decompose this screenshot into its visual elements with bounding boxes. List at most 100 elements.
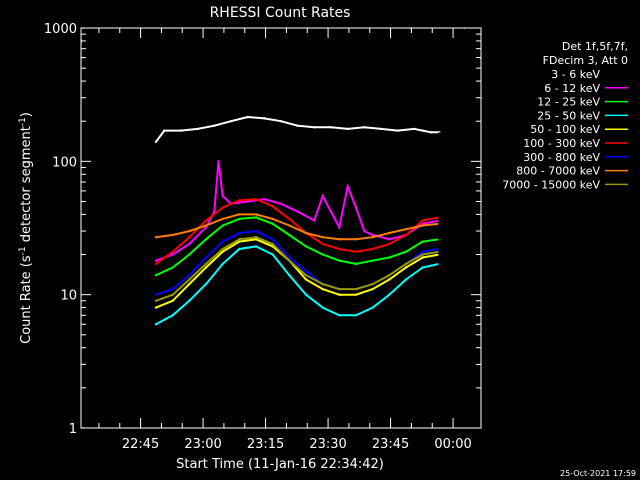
y-axis-label: Count Rate (s-1 detector segment-1) bbox=[18, 112, 34, 344]
series-point-5 bbox=[321, 242, 324, 246]
series-point-7 bbox=[204, 224, 208, 227]
series-point-4 bbox=[338, 293, 341, 296]
series-point-3 bbox=[154, 323, 158, 326]
series-point-6 bbox=[221, 240, 224, 243]
series-point-1 bbox=[421, 222, 424, 226]
series-point-4 bbox=[354, 293, 358, 296]
y-tick-label: 1000 bbox=[44, 22, 77, 37]
axes-layer: 1 10 100 1000 22:45 23:00 23:15 23:30 23:45 00:00 bbox=[44, 22, 481, 452]
series-point-4 bbox=[304, 278, 308, 281]
legend-label: 12 - 25 keV bbox=[537, 96, 600, 109]
series-point-4 bbox=[371, 287, 374, 291]
series-point-8 bbox=[371, 282, 374, 286]
series-point-0 bbox=[421, 129, 424, 132]
series-point-4 bbox=[171, 299, 174, 302]
series-point-0 bbox=[246, 115, 249, 119]
series-point-5 bbox=[204, 219, 208, 222]
series-point-0 bbox=[296, 124, 299, 127]
series-point-4 bbox=[188, 282, 191, 286]
series-point-5 bbox=[421, 219, 424, 222]
series-point-7 bbox=[221, 217, 224, 221]
series-point-7 bbox=[254, 213, 258, 216]
legend-header-line-2: FDecim 3, Att 0 bbox=[543, 54, 628, 67]
series-point-5 bbox=[354, 250, 358, 253]
series-point-3 bbox=[238, 247, 241, 251]
series-point-2 bbox=[388, 256, 391, 259]
series-point-0 bbox=[429, 131, 433, 134]
series-point-1 bbox=[213, 210, 216, 213]
x-tick-label: 23:15 bbox=[247, 437, 284, 452]
legend-label: 50 - 100 keV bbox=[530, 123, 600, 136]
series-point-3 bbox=[404, 278, 408, 281]
series-point-6 bbox=[204, 256, 208, 259]
series-point-0 bbox=[279, 119, 283, 123]
plot-background bbox=[82, 29, 480, 427]
series-point-4 bbox=[238, 240, 241, 243]
series-point-0 bbox=[179, 129, 183, 132]
series-point-7 bbox=[388, 231, 391, 235]
series-point-0 bbox=[213, 124, 216, 127]
series-point-3 bbox=[171, 314, 174, 317]
series-point-7 bbox=[304, 231, 308, 235]
series-point-3 bbox=[271, 253, 274, 256]
series-point-5 bbox=[188, 235, 191, 239]
footer-date: 25-Oct-2021 17:59 bbox=[560, 469, 636, 478]
series-point-8 bbox=[254, 235, 258, 239]
series-point-5 bbox=[221, 206, 224, 209]
series-point-1 bbox=[246, 200, 249, 203]
series-point-7 bbox=[354, 238, 358, 241]
series-point-5 bbox=[338, 247, 341, 251]
series-point-8 bbox=[338, 287, 341, 291]
series-point-6 bbox=[238, 231, 241, 235]
series-point-2 bbox=[204, 238, 208, 241]
series-point-3 bbox=[304, 293, 308, 296]
series-point-4 bbox=[321, 287, 324, 291]
series-point-7 bbox=[188, 229, 191, 233]
series-line-3 bbox=[155, 245, 440, 326]
series-point-0 bbox=[163, 129, 166, 132]
series-point-1 bbox=[321, 194, 324, 198]
series-point-0 bbox=[363, 126, 366, 129]
series-point-2 bbox=[188, 253, 191, 256]
series-point-4 bbox=[154, 306, 158, 309]
series-point-1 bbox=[338, 226, 341, 229]
series-point-0 bbox=[313, 126, 316, 129]
legend-label: 7000 - 15000 keV bbox=[502, 178, 600, 191]
series-line-0 bbox=[155, 115, 440, 143]
series-point-1 bbox=[279, 202, 283, 206]
series-point-1 bbox=[217, 160, 220, 163]
y-tick-label: 10 bbox=[60, 289, 77, 304]
series-point-1 bbox=[329, 210, 333, 213]
series-point-1 bbox=[171, 253, 174, 256]
series-point-3 bbox=[254, 245, 258, 248]
series-point-7 bbox=[171, 233, 174, 237]
series-point-2 bbox=[171, 266, 174, 269]
series-line-4 bbox=[155, 238, 440, 309]
series-point-3 bbox=[338, 314, 341, 317]
x-tick-label: 23:30 bbox=[309, 437, 346, 452]
series-point-6 bbox=[171, 287, 174, 291]
series-point-7 bbox=[371, 235, 374, 239]
series-point-1 bbox=[354, 206, 358, 209]
series-line-8 bbox=[155, 236, 440, 302]
series-point-3 bbox=[354, 314, 358, 317]
y-tick-label: 1 bbox=[69, 422, 77, 437]
x-tick-label: 23:00 bbox=[184, 437, 221, 452]
x-tick-label: 23:45 bbox=[372, 437, 409, 452]
series-point-5 bbox=[371, 247, 374, 251]
legend-label: 3 - 6 keV bbox=[551, 68, 600, 81]
series-point-5 bbox=[238, 199, 241, 202]
x-axis-label: Start Time (11-Jan-16 22:34:42) bbox=[176, 457, 384, 472]
series-point-8 bbox=[238, 238, 241, 241]
series-point-8 bbox=[171, 293, 174, 296]
series-point-8 bbox=[421, 253, 424, 256]
series-point-7 bbox=[421, 224, 424, 227]
series-point-8 bbox=[354, 287, 358, 291]
legend-label: 100 - 300 keV bbox=[523, 137, 600, 150]
series-point-3 bbox=[371, 306, 374, 309]
x-tick-label: 00:00 bbox=[434, 437, 471, 452]
series-point-0 bbox=[379, 127, 383, 131]
series-point-6 bbox=[304, 269, 308, 273]
series-point-0 bbox=[413, 127, 416, 131]
